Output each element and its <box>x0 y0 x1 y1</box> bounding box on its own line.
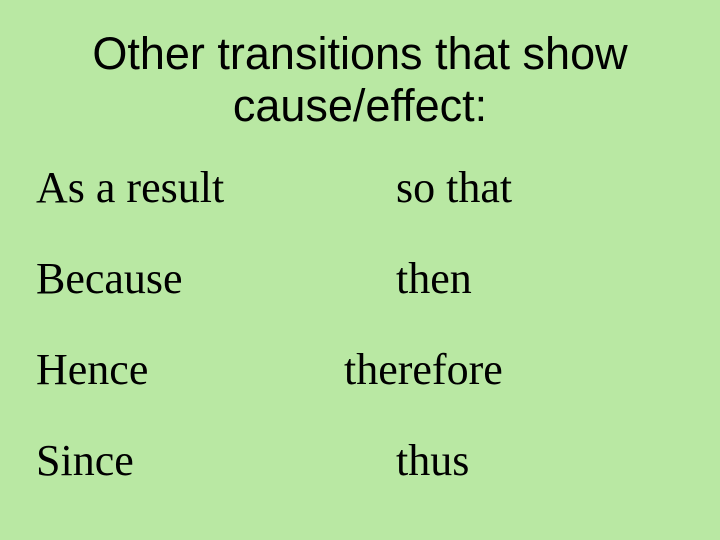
list-row: Hence therefore <box>36 344 690 395</box>
left-term: As a result <box>36 162 336 213</box>
transitions-list: As a result so that Because then Hence t… <box>30 162 690 486</box>
list-row: As a result so that <box>36 162 690 213</box>
right-term: therefore <box>336 344 690 395</box>
slide-title: Other transitions that show cause/effect… <box>30 28 690 132</box>
title-line-1: Other transitions that show <box>92 28 627 79</box>
right-term: thus <box>336 435 690 486</box>
title-line-2: cause/effect: <box>233 80 487 131</box>
right-term: so that <box>336 162 690 213</box>
left-term: Hence <box>36 344 336 395</box>
left-term: Because <box>36 253 336 304</box>
list-row: Since thus <box>36 435 690 486</box>
left-term: Since <box>36 435 336 486</box>
slide: Other transitions that show cause/effect… <box>0 0 720 540</box>
right-term: then <box>336 253 690 304</box>
list-row: Because then <box>36 253 690 304</box>
